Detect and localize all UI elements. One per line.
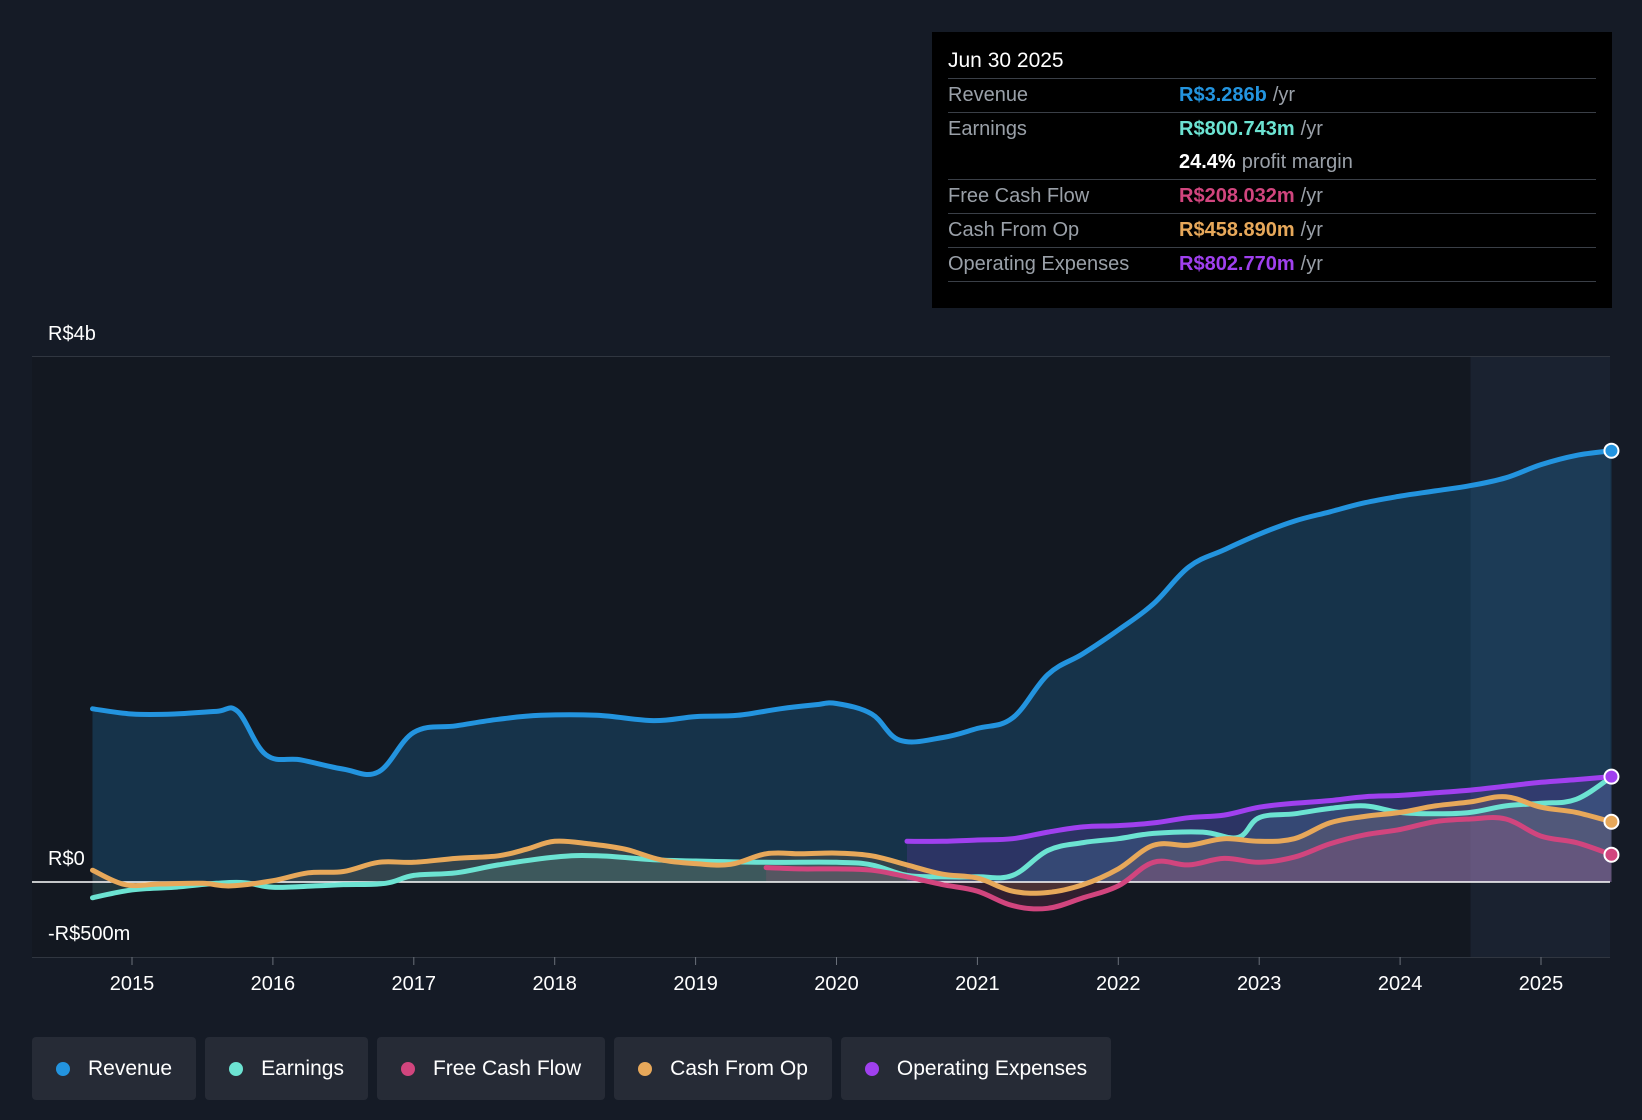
earnings-dot-icon (229, 1061, 244, 1076)
cash-from-op-dot-icon (638, 1061, 653, 1076)
y-tick-label-top: R$4b (48, 323, 96, 345)
earnings-area (92, 776, 1612, 898)
y-tick-label-zero: R$0 (48, 848, 85, 870)
grid (32, 356, 1610, 958)
x-axis-ticks: 2015 2016 2017 2018 2019 2020 2021 2022 2023 2024… (110, 957, 1564, 995)
hover-tooltip: Jun 30 2025 Revenue R$3.286b /yr Earning… (932, 32, 1612, 308)
legend-item-cash-from-op[interactable]: Cash From Op (614, 1037, 832, 1100)
tooltip-row-opex: Operating Expenses R$802.770m /yr (948, 248, 1596, 282)
x-tick-label: 2022 (1096, 973, 1141, 995)
revenue-line (90, 448, 1614, 777)
series-end-markers (1603, 442, 1620, 863)
x-tick-label: 2023 (1237, 973, 1282, 995)
tooltip-value: R$3.286b (1179, 84, 1267, 106)
x-tick-label: 2016 (251, 973, 296, 995)
legend-item-free-cash-flow[interactable]: Free Cash Flow (376, 1037, 606, 1100)
y-tick-label-bottom: -R$500m (48, 923, 130, 945)
tooltip-margin-label: profit margin (1241, 151, 1353, 173)
legend-label: Free Cash Flow (432, 1056, 582, 1080)
x-tick-label: 2024 (1378, 973, 1423, 995)
legend-label: Cash From Op (670, 1056, 808, 1080)
fcf-line (763, 815, 1614, 912)
cfo-end-marker (1603, 813, 1620, 830)
legend-item-operating-expenses[interactable]: Operating Expenses (840, 1037, 1112, 1100)
tooltip-label: Operating Expenses (948, 253, 1130, 275)
free-cash-flow-dot-icon (400, 1061, 415, 1076)
tooltip-unit: /yr (1300, 219, 1323, 241)
tooltip-date: Jun 30 2025 (948, 44, 1596, 79)
tooltip-label: Free Cash Flow (948, 185, 1090, 207)
fcf-area (766, 817, 1612, 909)
tooltip-label: Cash From Op (948, 219, 1080, 241)
legend-label: Operating Expenses (896, 1056, 1088, 1080)
x-tick-label: 2017 (392, 973, 437, 995)
revenue-end-marker (1603, 442, 1620, 459)
tooltip-label: Earnings (948, 118, 1027, 140)
tooltip-row-earnings: Earnings R$800.743m /yr (948, 113, 1596, 146)
series-lines (90, 448, 1614, 912)
legend-label: Earnings (261, 1056, 344, 1080)
tooltip-value: R$802.770m (1179, 253, 1295, 275)
revenue-area (92, 450, 1612, 882)
tooltip-row-fcf: Free Cash Flow R$208.032m /yr (948, 180, 1596, 214)
legend: Revenue Earnings Free Cash Flow Cash Fro… (32, 1037, 1112, 1100)
opex-end-marker (1603, 768, 1620, 785)
plot-background (32, 357, 1610, 957)
x-tick-label: 2025 (1519, 973, 1564, 995)
tooltip-value: R$458.890m (1179, 219, 1295, 241)
x-tick-label: 2015 (110, 973, 155, 995)
fcf-end-marker (1603, 846, 1620, 863)
operating-expenses-dot-icon (864, 1061, 879, 1076)
tooltip-row-revenue: Revenue R$3.286b /yr (948, 79, 1596, 113)
recent-period-highlight (1470, 357, 1610, 957)
legend-item-revenue[interactable]: Revenue (32, 1037, 197, 1100)
tooltip-row-margin: 24.4% profit margin (948, 146, 1596, 180)
legend-label: Revenue (88, 1056, 173, 1080)
tooltip-unit: /yr (1272, 84, 1296, 106)
revenue-dot-icon (56, 1061, 70, 1076)
legend-item-earnings[interactable]: Earnings (205, 1037, 368, 1100)
tooltip-unit: /yr (1300, 185, 1323, 207)
tooltip-row-cfo: Cash From Op R$458.890m /yr (948, 214, 1596, 248)
tooltip-margin-value: 24.4% (1179, 151, 1236, 173)
x-tick-label: 2019 (673, 973, 718, 995)
tooltip-value: R$800.743m (1179, 118, 1295, 140)
opex-line (904, 774, 1614, 844)
cfo-line (90, 794, 1614, 896)
earnings-line (90, 774, 1614, 901)
opex-area (907, 776, 1612, 882)
tooltip-label: Revenue (948, 84, 1029, 106)
x-tick-label: 2018 (532, 973, 577, 995)
x-tick-label: 2021 (955, 973, 1000, 995)
tooltip-unit: /yr (1300, 118, 1323, 140)
tooltip-value: R$208.032m (1179, 185, 1295, 207)
x-tick-label: 2020 (814, 973, 859, 995)
tooltip-unit: /yr (1300, 253, 1323, 275)
